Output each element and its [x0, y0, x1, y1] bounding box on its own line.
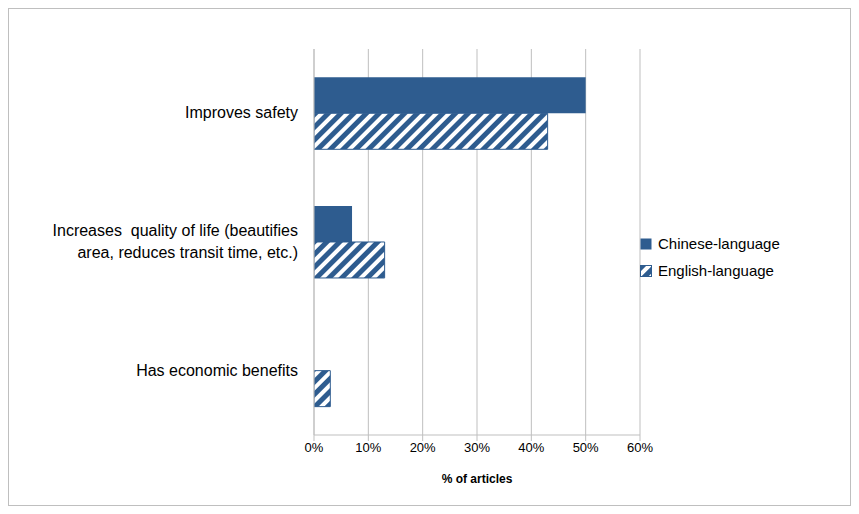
- html-text:Chinese-language: Chinese-language: [658, 235, 780, 252]
- svg-text:20%: 20%: [410, 440, 436, 455]
- svg-text:10%: 10%: [355, 440, 381, 455]
- html-text:English-language: English-language: [658, 262, 774, 279]
- svg-text:Increases quality of life (be: Increases quality of life (beautifiesare…: [53, 222, 298, 261]
- svg-text:Improves safety: Improves safety: [185, 104, 298, 121]
- svg-text:60%: 60%: [627, 440, 653, 455]
- svg-text:0%: 0%: [305, 440, 324, 455]
- svg-text:40%: 40%: [518, 440, 544, 455]
- svg-text:% of articles: % of articles: [442, 472, 513, 486]
- svg-text:Has economic benefits: Has economic benefits: [136, 362, 298, 379]
- svg-text:30%: 30%: [464, 440, 490, 455]
- svg-text:50%: 50%: [573, 440, 599, 455]
